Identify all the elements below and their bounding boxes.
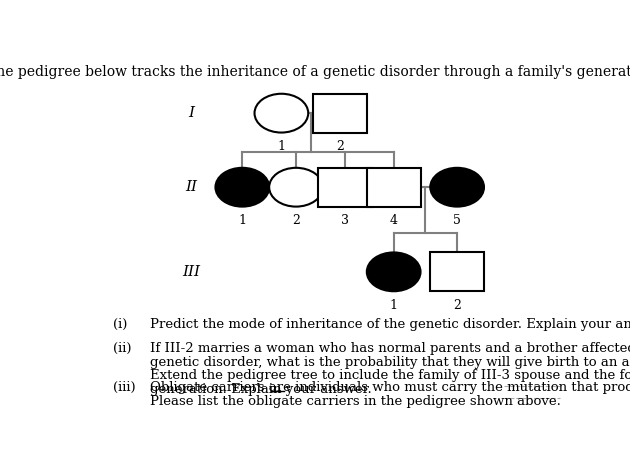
Text: (i): (i) xyxy=(113,318,127,331)
Text: 2: 2 xyxy=(453,299,461,312)
Text: I: I xyxy=(188,106,194,120)
Bar xyxy=(430,252,484,291)
Text: If III-2 marries a woman who has normal parents and a brother affected by the: If III-2 marries a woman who has normal … xyxy=(149,343,630,355)
Circle shape xyxy=(215,168,269,207)
Text: Obligate carriers are individuals who must carry the mutation that produces the : Obligate carriers are individuals who mu… xyxy=(149,381,630,394)
Text: generation. Explain your answer.: generation. Explain your answer. xyxy=(149,382,371,396)
Text: (iii): (iii) xyxy=(113,381,135,394)
Bar xyxy=(318,168,372,207)
Text: 4: 4 xyxy=(390,214,398,227)
Text: Predict the mode of inheritance of the genetic disorder. Explain your answer.: Predict the mode of inheritance of the g… xyxy=(149,318,630,331)
Text: 3: 3 xyxy=(341,214,349,227)
Circle shape xyxy=(367,252,421,291)
Circle shape xyxy=(430,168,484,207)
Text: (ii): (ii) xyxy=(113,343,132,355)
Text: 2: 2 xyxy=(292,214,300,227)
Bar xyxy=(313,94,367,132)
Text: 2: 2 xyxy=(336,140,344,153)
Text: Extend the pedigree tree to include the family of III-3 spouse and the fourth: Extend the pedigree tree to include the … xyxy=(149,369,630,382)
Text: genetic disorder, what is the probability that they will give birth to an affect: genetic disorder, what is the probabilit… xyxy=(149,356,630,369)
Text: 1: 1 xyxy=(238,214,246,227)
Text: Please list the obligate carriers in the pedigree shown above.: Please list the obligate carriers in the… xyxy=(149,395,561,408)
Text: 1: 1 xyxy=(277,140,285,153)
Circle shape xyxy=(269,168,323,207)
Text: 1: 1 xyxy=(390,299,398,312)
Text: The pedigree below tracks the inheritance of a genetic disorder through a family: The pedigree below tracks the inheritanc… xyxy=(0,65,630,79)
Circle shape xyxy=(255,94,308,132)
Text: II: II xyxy=(185,180,197,194)
Text: 5: 5 xyxy=(453,214,461,227)
Text: III: III xyxy=(182,265,200,279)
Bar xyxy=(367,168,421,207)
